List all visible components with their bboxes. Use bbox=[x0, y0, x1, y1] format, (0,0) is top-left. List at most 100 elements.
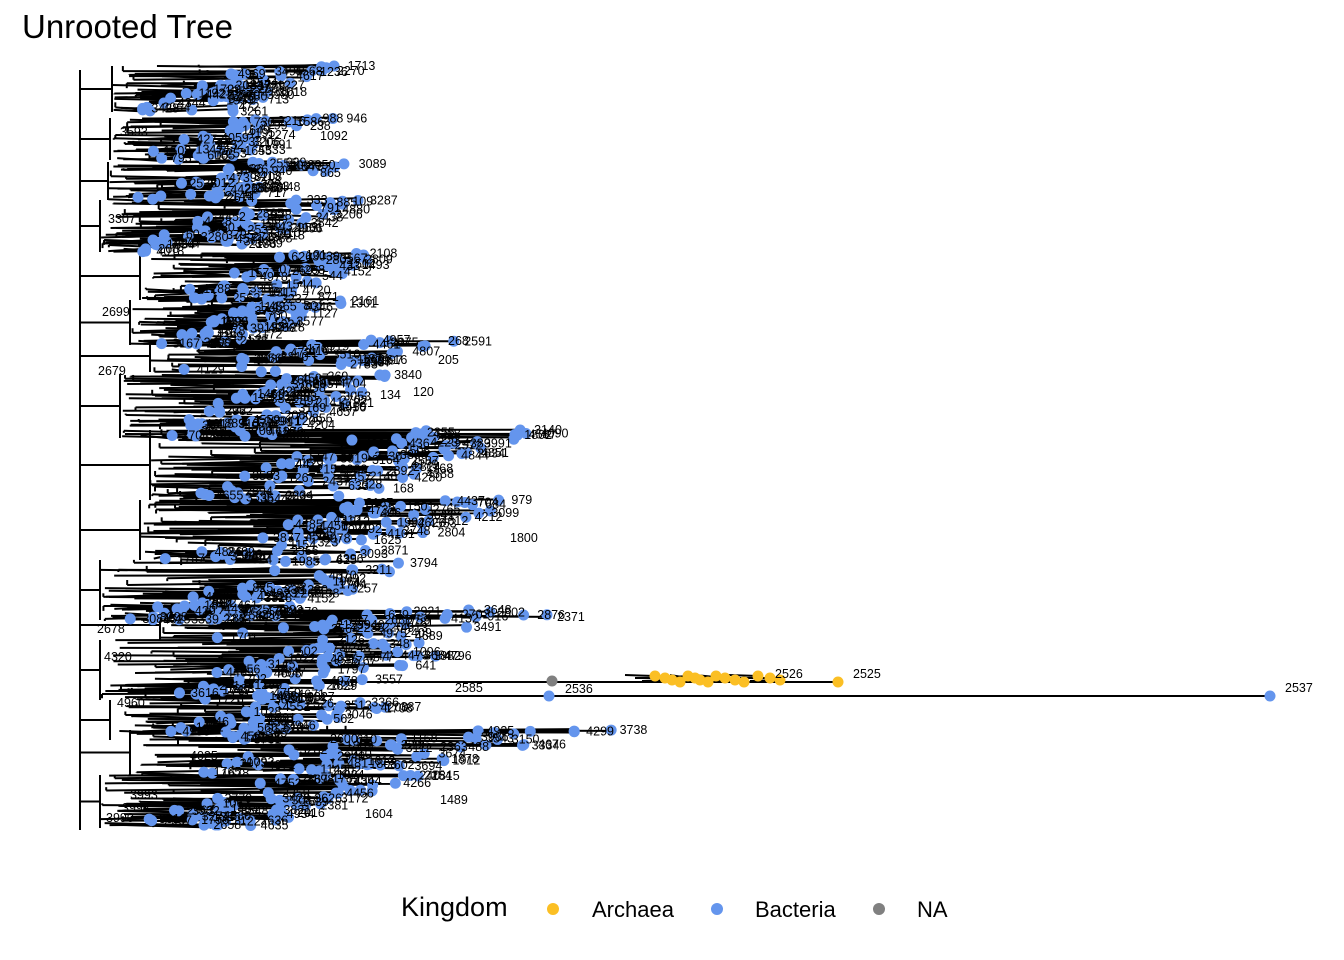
tip-point bbox=[223, 713, 235, 725]
tip-label: 2343 bbox=[223, 612, 251, 626]
tip-point bbox=[357, 662, 369, 674]
tip-label: 4587 bbox=[529, 428, 557, 442]
tip-point bbox=[258, 604, 270, 616]
legend-label-na: NA bbox=[917, 897, 948, 922]
tip-label: 793 bbox=[171, 151, 192, 165]
tip-point bbox=[196, 80, 208, 92]
tip-label: 3140 bbox=[534, 423, 562, 437]
tip-label: 245 bbox=[290, 387, 311, 401]
tree-branch bbox=[99, 568, 353, 574]
tip-point bbox=[295, 159, 307, 171]
tip-point bbox=[480, 739, 492, 751]
tip-point bbox=[300, 71, 312, 83]
tip-label: 4422 bbox=[206, 87, 234, 101]
tip-label: 737 bbox=[332, 641, 353, 655]
tip-label: 3145 bbox=[268, 658, 296, 672]
node-label: 1236 bbox=[320, 65, 348, 79]
tip-point bbox=[269, 565, 281, 577]
tip-label: 704 bbox=[161, 611, 182, 625]
tip-label: 4223 bbox=[430, 435, 458, 449]
tip-point bbox=[255, 668, 267, 680]
node-label: 544 bbox=[322, 269, 343, 283]
tip-point bbox=[367, 464, 379, 476]
tip-point bbox=[246, 661, 258, 673]
tip-label: 1492 bbox=[196, 721, 224, 735]
tip-label: 2355 bbox=[427, 426, 455, 440]
tip-point bbox=[185, 188, 197, 200]
tip-label: 4559 bbox=[253, 413, 281, 427]
tip-point bbox=[319, 554, 331, 566]
tip-label: 3237 bbox=[281, 292, 309, 306]
tip-label: 3779 bbox=[228, 89, 256, 103]
tree-branch bbox=[159, 499, 446, 503]
tip-label: 4635 bbox=[261, 818, 289, 832]
tip-point bbox=[188, 292, 200, 304]
tip-label: 1992 bbox=[397, 515, 425, 529]
tip-label: 4759 bbox=[273, 686, 301, 700]
tip-point bbox=[353, 650, 365, 662]
tip-point bbox=[271, 347, 283, 359]
tip-label: 1708 bbox=[385, 702, 413, 716]
tip-label: 946 bbox=[346, 111, 367, 125]
tip-point bbox=[389, 777, 401, 789]
tip-point bbox=[318, 791, 330, 803]
tip-point bbox=[395, 630, 407, 642]
tree-branch bbox=[113, 149, 154, 153]
tip-point bbox=[395, 733, 407, 745]
tip-point bbox=[190, 176, 202, 188]
tip-point bbox=[338, 158, 350, 170]
tip-point bbox=[326, 452, 338, 464]
tip-point bbox=[282, 519, 294, 531]
legend-key-bacteria bbox=[711, 903, 723, 915]
tip-label: 3271 bbox=[202, 810, 230, 824]
tip-point bbox=[369, 507, 381, 519]
tip-point bbox=[284, 458, 296, 470]
tip-label: 579 bbox=[404, 738, 425, 752]
tip-point bbox=[248, 727, 260, 739]
tip-label: 3280 bbox=[201, 230, 229, 244]
tip-label: 168 bbox=[393, 481, 414, 495]
tip-point bbox=[334, 775, 346, 787]
tip-label: 348 bbox=[389, 637, 410, 651]
tip-label: 856 bbox=[312, 412, 333, 426]
node-label: 2699 bbox=[102, 305, 130, 319]
tip-label: 4388 bbox=[426, 467, 454, 481]
tip-point bbox=[275, 70, 287, 82]
tip-label: 4456 bbox=[346, 786, 374, 800]
tip-label: 1457 bbox=[344, 470, 372, 484]
tip-point bbox=[214, 284, 226, 296]
tip-label: 4487 bbox=[245, 548, 273, 562]
tip-point bbox=[236, 238, 248, 250]
tip-label: 916 bbox=[487, 610, 508, 624]
tip-label: 3594 bbox=[264, 415, 292, 429]
tip-point bbox=[178, 133, 190, 145]
tip-point bbox=[520, 427, 532, 439]
tree-branch bbox=[154, 677, 296, 683]
tip-label: 3626 bbox=[314, 791, 342, 805]
tree-branch bbox=[192, 535, 284, 539]
tip-label: 3443 bbox=[265, 220, 293, 234]
tip-label: 4428 bbox=[204, 214, 232, 228]
tree-branch bbox=[172, 125, 235, 130]
node-label: 1092 bbox=[320, 129, 348, 143]
tip-point bbox=[290, 203, 302, 215]
tip-point bbox=[223, 664, 235, 676]
tip-point bbox=[359, 544, 371, 556]
tip-point bbox=[250, 757, 262, 769]
tip-label: 1919 bbox=[321, 339, 349, 353]
tip-label: 3799 bbox=[255, 304, 283, 318]
tip-point bbox=[463, 604, 475, 616]
tip-point bbox=[183, 231, 195, 243]
tip-point bbox=[323, 700, 335, 712]
tip-point bbox=[203, 190, 215, 202]
tip-label: 2921 bbox=[414, 605, 442, 619]
tip-point bbox=[238, 68, 250, 80]
tree-branch bbox=[127, 119, 244, 124]
tip-point bbox=[361, 609, 373, 621]
tip-point bbox=[293, 485, 305, 497]
tip-label: 2270 bbox=[337, 64, 365, 78]
tip-label: 2268 bbox=[293, 587, 321, 601]
tip-point bbox=[277, 423, 289, 435]
tip-label: 2941 bbox=[273, 414, 301, 428]
tree-branch bbox=[190, 258, 319, 263]
